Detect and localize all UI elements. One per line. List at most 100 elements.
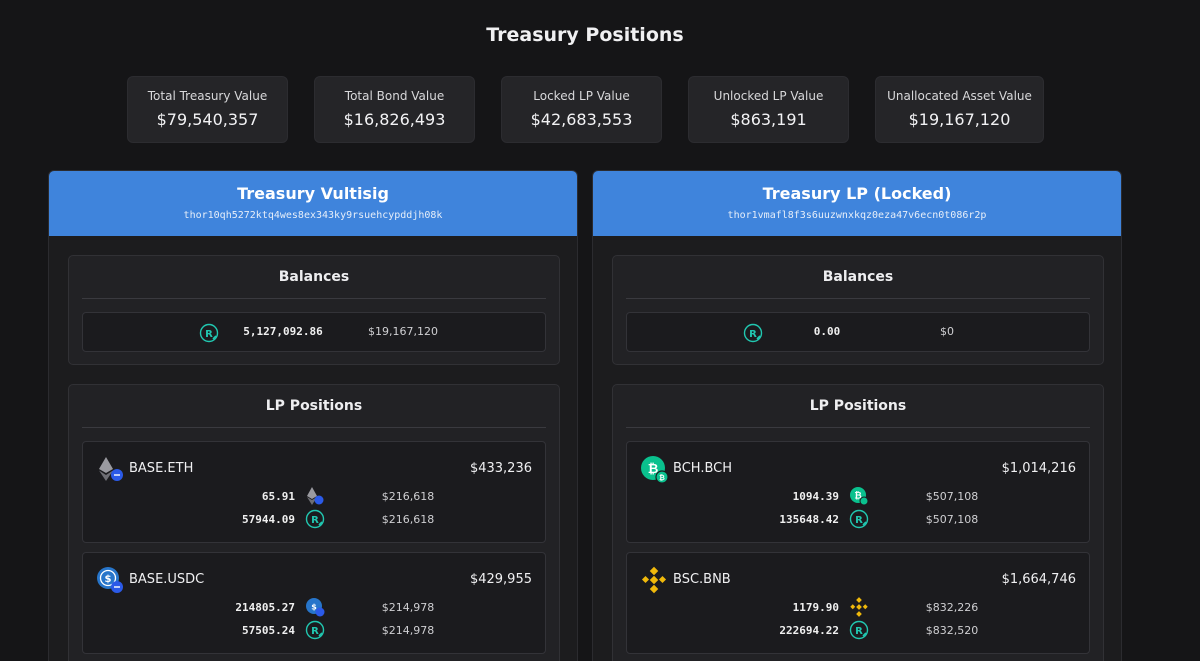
wallet-address[interactable]: thor10qh5272ktq4wes8ex343ky9rsuehcypddjh…	[183, 210, 443, 221]
stat-card-locked-lp: Locked LP Value $42,683,553	[501, 76, 662, 143]
rune-amount: 135648.42	[779, 513, 839, 526]
bch-icon: ₿	[849, 486, 869, 506]
lp-position-base-eth[interactable]: BASE.ETH $433,236 65.91 $216,618 57944.0…	[82, 441, 546, 543]
bnb-icon	[849, 597, 869, 617]
lp-rune-line: 57944.09 R $216,618	[83, 509, 545, 531]
stat-value: $16,826,493	[343, 110, 446, 129]
balances-title: Balances	[822, 269, 894, 285]
stat-label: Locked LP Value	[533, 89, 630, 103]
divider	[626, 427, 1090, 428]
asset-usd: $214,978	[381, 601, 435, 614]
stats-row: Total Treasury Value $79,540,357 Total B…	[127, 76, 1044, 143]
balances-card: Balances R 0.00 $0	[612, 255, 1104, 365]
page-title: Treasury Positions	[486, 24, 684, 46]
panel-treasury-lp-locked: Treasury LP (Locked) thor1vmafl8f3s6uuzw…	[592, 170, 1122, 661]
svg-text:R: R	[311, 626, 319, 637]
usdc-base-icon: $	[305, 597, 325, 617]
balances-card: Balances R 5,127,092.86 $19,167,120	[68, 255, 560, 365]
lp-position-base-usdc[interactable]: $ BASE.USDC $429,955 214805.27 $ $214,97…	[82, 552, 546, 654]
divider	[82, 298, 546, 299]
stat-label: Total Bond Value	[344, 89, 445, 103]
stat-card-total-bond: Total Bond Value $16,826,493	[314, 76, 475, 143]
stat-label: Unallocated Asset Value	[887, 89, 1032, 103]
rune-amount: 57944.09	[242, 513, 295, 526]
rune-usd: $832,520	[925, 624, 979, 637]
rune-icon: R	[849, 509, 869, 529]
eth-base-icon	[305, 486, 325, 506]
pool-total-usd: $433,236	[469, 461, 532, 476]
panel-title: Treasury Vultisig	[237, 184, 389, 203]
lp-positions-title: LP Positions	[809, 398, 907, 414]
pool-name: BASE.ETH	[129, 461, 194, 476]
stat-card-total-treasury: Total Treasury Value $79,540,357	[127, 76, 288, 143]
balance-usd: $0	[940, 325, 954, 338]
asset-amount: 1179.90	[792, 601, 839, 614]
svg-text:$: $	[105, 574, 112, 585]
lp-asset-line: 1094.39 ₿ $507,108	[627, 486, 1089, 508]
svg-text:₿: ₿	[659, 474, 665, 482]
lp-asset-line: 214805.27 $ $214,978	[83, 597, 545, 619]
rune-usd: $216,618	[381, 513, 435, 526]
balances-title: Balances	[278, 269, 350, 285]
lp-position-bsc-bnb[interactable]: BSC.BNB $1,664,746 1179.90 $832,226 2226…	[626, 552, 1090, 654]
lp-rune-line: 222694.22 R $832,520	[627, 620, 1089, 642]
rune-icon: R	[305, 509, 325, 529]
stat-label: Unlocked LP Value	[713, 89, 824, 103]
lp-positions-title: LP Positions	[265, 398, 363, 414]
stat-value: $863,191	[730, 110, 807, 129]
pool-name: BSC.BNB	[673, 572, 731, 587]
lp-rune-line: 57505.24 R $214,978	[83, 620, 545, 642]
stat-card-unallocated: Unallocated Asset Value $19,167,120	[875, 76, 1044, 143]
bch-icon: ₿ ₿	[640, 455, 670, 485]
stat-card-unlocked-lp: Unlocked LP Value $863,191	[688, 76, 849, 143]
pool-total-usd: $1,014,216	[1001, 461, 1076, 476]
svg-text:₿: ₿	[854, 491, 861, 502]
svg-text:R: R	[311, 515, 319, 526]
divider	[82, 427, 546, 428]
rune-usd: $214,978	[381, 624, 435, 637]
rune-icon: R	[199, 323, 219, 343]
balance-row: R 0.00 $0	[626, 312, 1090, 352]
lp-rune-line: 135648.42 R $507,108	[627, 509, 1089, 531]
stat-value: $42,683,553	[530, 110, 633, 129]
wallet-address[interactable]: thor1vmafl8f3s6uuzwnxkqz0eza47v6ecn0t086…	[727, 210, 987, 221]
rune-usd: $507,108	[925, 513, 979, 526]
bnb-icon	[640, 566, 668, 594]
panel-treasury-vultisig: Treasury Vultisig thor10qh5272ktq4wes8ex…	[48, 170, 578, 661]
svg-text:$: $	[311, 603, 317, 612]
balance-amount: 5,127,092.86	[243, 325, 323, 338]
asset-amount: 1094.39	[792, 490, 839, 503]
stat-value: $79,540,357	[156, 110, 259, 129]
rune-amount: 57505.24	[242, 624, 295, 637]
lp-position-bch-bch[interactable]: ₿ ₿ BCH.BCH $1,014,216 1094.39 ₿ $507,108…	[626, 441, 1090, 543]
svg-text:₿: ₿	[648, 462, 659, 477]
asset-amount: 65.91	[261, 490, 295, 503]
lp-asset-line: 1179.90 $832,226	[627, 597, 1089, 619]
pool-name: BCH.BCH	[673, 461, 732, 476]
eth-base-icon	[96, 455, 124, 483]
svg-text:R: R	[855, 626, 863, 637]
balance-usd: $19,167,120	[368, 325, 438, 338]
asset-usd: $216,618	[381, 490, 435, 503]
rune-amount: 222694.22	[779, 624, 839, 637]
asset-usd: $507,108	[925, 490, 979, 503]
usdc-base-icon: $	[96, 566, 124, 594]
asset-amount: 214805.27	[235, 601, 295, 614]
svg-text:R: R	[855, 515, 863, 526]
pool-total-usd: $429,955	[469, 572, 532, 587]
stat-label: Total Treasury Value	[147, 89, 268, 103]
rune-icon: R	[305, 620, 325, 640]
pool-name: BASE.USDC	[129, 572, 205, 587]
panel-header: Treasury LP (Locked) thor1vmafl8f3s6uuzw…	[593, 171, 1121, 236]
panel-title: Treasury LP (Locked)	[762, 184, 952, 203]
lp-asset-line: 65.91 $216,618	[83, 486, 545, 508]
divider	[626, 298, 1090, 299]
asset-usd: $832,226	[925, 601, 979, 614]
balance-row: R 5,127,092.86 $19,167,120	[82, 312, 546, 352]
stat-value: $19,167,120	[908, 110, 1011, 129]
rune-icon: R	[849, 620, 869, 640]
balance-amount: 0.00	[813, 325, 841, 338]
svg-text:R: R	[749, 329, 757, 340]
lp-positions-card: LP Positions BASE.ETH $433,236 65.91 $21…	[68, 384, 560, 661]
